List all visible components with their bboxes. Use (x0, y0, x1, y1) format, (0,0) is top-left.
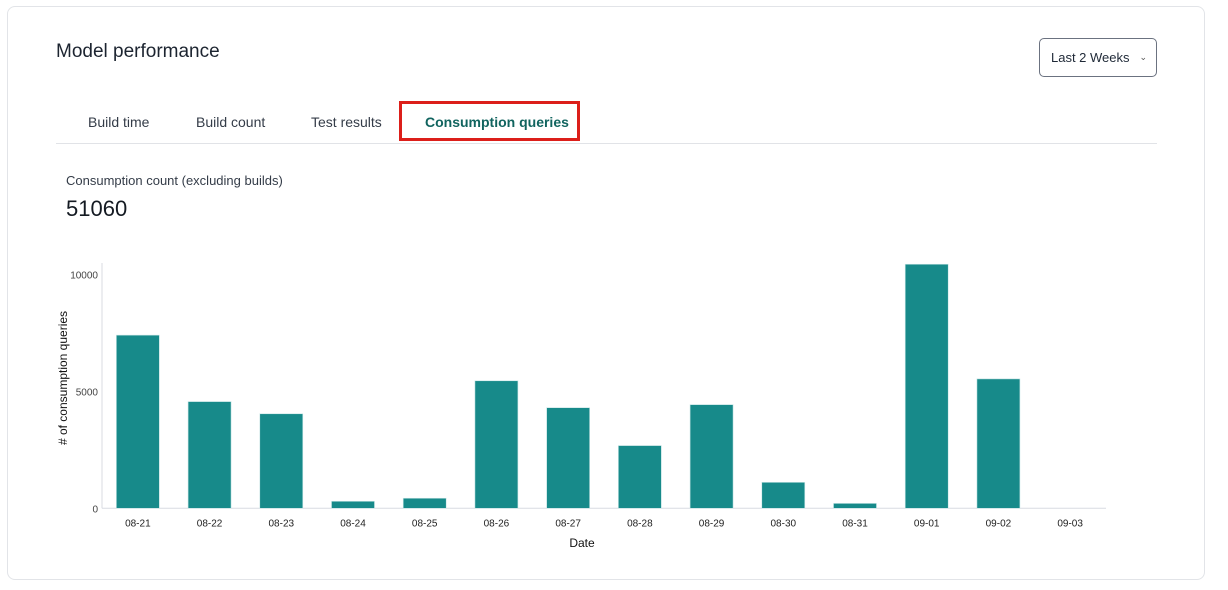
bar-08-24 (331, 500, 375, 509)
x-axis-label: Date (569, 536, 595, 550)
bar-08-22 (187, 401, 232, 509)
tab-test-results[interactable]: Test results (311, 114, 382, 130)
bar-08-29 (689, 404, 734, 509)
x-tick-label: 09-03 (1057, 518, 1083, 529)
x-tick-label: 08-25 (412, 518, 438, 529)
y-tick-label: 10000 (70, 270, 98, 281)
chevron-down-icon: ⌄ (1139, 52, 1148, 62)
x-tick-label: 08-27 (555, 518, 581, 529)
bar-08-25 (402, 497, 447, 509)
bar-08-26 (474, 380, 519, 509)
x-tick-label: 08-28 (627, 518, 653, 529)
x-tick-label: 08-31 (842, 518, 868, 529)
card-title: Model performance (56, 41, 220, 62)
x-tick-label: 08-29 (699, 518, 725, 529)
metric-label: Consumption count (excluding builds) (66, 173, 283, 188)
date-range-select[interactable]: Last 2 Weeks ⌄ (1039, 38, 1157, 77)
tab-build-time[interactable]: Build time (88, 114, 150, 130)
bar-09-02 (976, 378, 1021, 509)
x-tick-label: 09-02 (986, 518, 1012, 529)
bar-09-01 (904, 263, 949, 509)
bar-08-30 (761, 482, 806, 509)
x-tick-label: 08-22 (197, 518, 223, 529)
x-tick-label: 09-01 (914, 518, 940, 529)
bar-08-23 (259, 413, 304, 509)
x-tick-label: 08-21 (125, 518, 151, 529)
tab-consumption-queries[interactable]: Consumption queries (425, 114, 569, 130)
x-tick-label: 08-26 (484, 518, 510, 529)
y-axis-label: # of consumption queries (56, 311, 70, 445)
tab-build-count[interactable]: Build count (196, 114, 266, 130)
bar-08-31 (833, 503, 877, 509)
tab-bar: Build time Build count Test results Cons… (56, 101, 1157, 144)
x-tick-label: 08-23 (268, 518, 294, 529)
bar-08-21 (116, 334, 160, 509)
bar-08-28 (618, 445, 662, 509)
x-tick-label: 08-30 (770, 518, 796, 529)
highlight-box (399, 101, 580, 141)
metric-value: 51060 (66, 196, 128, 221)
bar-08-27 (546, 407, 590, 509)
y-tick-label: 0 (92, 504, 98, 515)
y-tick-label: 5000 (76, 387, 99, 398)
date-range-value: Last 2 Weeks (1051, 50, 1130, 65)
x-tick-label: 08-24 (340, 518, 366, 529)
